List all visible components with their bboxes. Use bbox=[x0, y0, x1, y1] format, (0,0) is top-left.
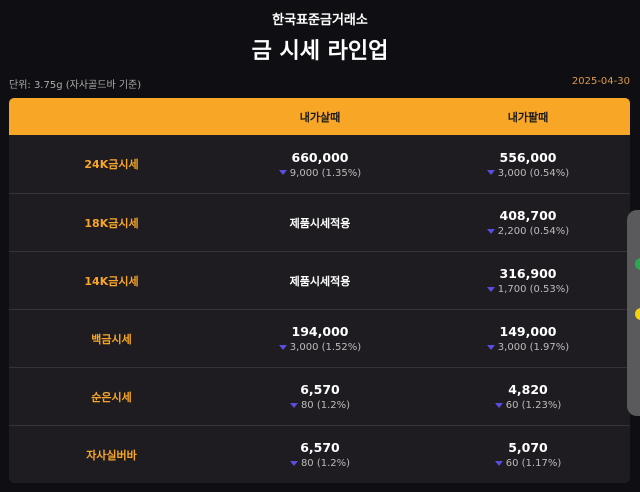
sell-price-change: 60 (1.23%) bbox=[426, 400, 630, 411]
down-arrow-icon bbox=[486, 286, 495, 292]
item-label: 24K금시세 bbox=[9, 156, 214, 172]
sell-price-change: 3,000 (0.54%) bbox=[426, 168, 630, 179]
item-label-value: 백금시세 bbox=[91, 332, 132, 346]
sell-price-value: 408,700 bbox=[499, 208, 557, 223]
item-label-value: 18K금시세 bbox=[84, 216, 139, 230]
yellow-dot-icon[interactable] bbox=[635, 308, 640, 320]
price-table: 내가살때 내가팔때 24K금시세 660,000 9,000 (1.35%) 556,… bbox=[9, 98, 630, 483]
item-label: 백금시세 bbox=[9, 331, 214, 347]
buy-price-change: 3,000 (1.52%) bbox=[214, 342, 426, 353]
item-label-value: 14K금시세 bbox=[84, 274, 139, 288]
sell-price-change: 60 (1.17%) bbox=[426, 458, 630, 469]
down-arrow-icon bbox=[289, 402, 298, 408]
buy-price: 6,570 80 (1.2%) bbox=[214, 440, 426, 469]
item-label-value: 자사실버바 bbox=[86, 448, 137, 462]
sell-price: 408,700 2,200 (0.54%) bbox=[426, 208, 630, 237]
sell-price: 316,900 1,700 (0.53%) bbox=[426, 266, 630, 295]
buy-price-value: 제품시세적용 bbox=[289, 216, 351, 230]
table-row: 14K금시세 제품시세적용 316,900 1,700 (0.53%) bbox=[9, 251, 630, 309]
sell-price: 5,070 60 (1.17%) bbox=[426, 440, 630, 469]
item-label: 14K금시세 bbox=[9, 273, 214, 289]
down-arrow-icon bbox=[486, 228, 495, 234]
sell-price: 556,000 3,000 (0.54%) bbox=[426, 150, 630, 179]
down-arrow-icon bbox=[494, 460, 503, 466]
down-arrow-icon bbox=[494, 402, 503, 408]
brand-name: 한국표준금거래소 bbox=[272, 13, 368, 28]
floating-widget[interactable] bbox=[627, 210, 640, 416]
buy-price-value: 6,570 bbox=[300, 382, 340, 397]
table-row: 24K금시세 660,000 9,000 (1.35%) 556,000 3,000 (… bbox=[9, 135, 630, 193]
buy-price-value: 660,000 bbox=[291, 149, 349, 165]
buy-price-value: 6,570 bbox=[300, 440, 340, 455]
change-text: 9,000 (1.35%) bbox=[289, 167, 362, 179]
change-text: 1,700 (0.53%) bbox=[497, 284, 570, 295]
buy-price-value: 제품시세적용 bbox=[289, 274, 351, 288]
sell-price-change: 2,200 (0.54%) bbox=[426, 226, 630, 237]
buy-price: 제품시세적용 bbox=[214, 273, 426, 289]
table-row: 순은시세 6,570 80 (1.2%) 4,820 60 (1.23%) bbox=[9, 367, 630, 425]
table-row: 백금시세 194,000 3,000 (1.52%) 149,000 3,000 (1.… bbox=[9, 309, 630, 367]
table-row: 자사실버바 6,570 80 (1.2%) 5,070 60 (1.17%) bbox=[9, 425, 630, 483]
change-text: 3,000 (0.54%) bbox=[497, 167, 570, 179]
sell-price-value: 316,900 bbox=[499, 266, 557, 281]
sell-price-change: 1,700 (0.53%) bbox=[426, 284, 630, 295]
column-header-sell: 내가팔때 bbox=[507, 110, 549, 124]
change-text: 60 (1.17%) bbox=[505, 458, 562, 469]
change-text: 80 (1.2%) bbox=[300, 458, 351, 469]
unit-note: 단위: 3.75g (자사골드바 기준) bbox=[9, 80, 142, 91]
sell-price-value: 4,820 bbox=[508, 382, 548, 397]
item-label: 18K금시세 bbox=[9, 215, 214, 231]
item-label-value: 순은시세 bbox=[91, 390, 132, 404]
buy-price-change: 9,000 (1.35%) bbox=[214, 168, 426, 179]
down-arrow-icon bbox=[278, 170, 287, 175]
down-arrow-icon bbox=[486, 170, 495, 175]
green-dot-icon[interactable] bbox=[635, 258, 640, 270]
buy-price: 660,000 9,000 (1.35%) bbox=[214, 150, 426, 179]
change-text: 60 (1.23%) bbox=[505, 400, 562, 411]
sell-price-value: 149,000 bbox=[499, 324, 557, 339]
sell-price: 4,820 60 (1.23%) bbox=[426, 382, 630, 411]
item-label-value: 24K금시세 bbox=[84, 158, 139, 171]
buy-price-change: 80 (1.2%) bbox=[214, 400, 426, 411]
change-text: 80 (1.2%) bbox=[300, 400, 351, 411]
down-arrow-icon bbox=[289, 460, 298, 466]
page-title: 금 시세 라인업 bbox=[251, 39, 389, 64]
change-text: 3,000 (1.97%) bbox=[497, 342, 570, 353]
buy-price-change: 80 (1.2%) bbox=[214, 458, 426, 469]
sell-price-change: 3,000 (1.97%) bbox=[426, 342, 630, 353]
price-date: 2025-04-30 bbox=[571, 76, 630, 87]
change-text: 3,000 (1.52%) bbox=[289, 342, 362, 353]
table-header: 내가살때 내가팔때 bbox=[9, 98, 630, 135]
change-text: 2,200 (0.54%) bbox=[497, 226, 570, 237]
sell-price-value: 556,000 bbox=[499, 149, 557, 165]
item-label: 자사실버바 bbox=[9, 447, 214, 463]
sell-price-value: 5,070 bbox=[508, 440, 548, 455]
sell-price: 149,000 3,000 (1.97%) bbox=[426, 324, 630, 353]
buy-price: 194,000 3,000 (1.52%) bbox=[214, 324, 426, 353]
buy-price: 제품시세적용 bbox=[214, 215, 426, 231]
table-row: 18K금시세 제품시세적용 408,700 2,200 (0.54%) bbox=[9, 193, 630, 251]
down-arrow-icon bbox=[486, 344, 495, 350]
down-arrow-icon bbox=[278, 344, 287, 350]
item-label: 순은시세 bbox=[9, 389, 214, 405]
buy-price-value: 194,000 bbox=[291, 324, 349, 339]
buy-price: 6,570 80 (1.2%) bbox=[214, 382, 426, 411]
column-header-buy: 내가살때 bbox=[299, 110, 341, 124]
